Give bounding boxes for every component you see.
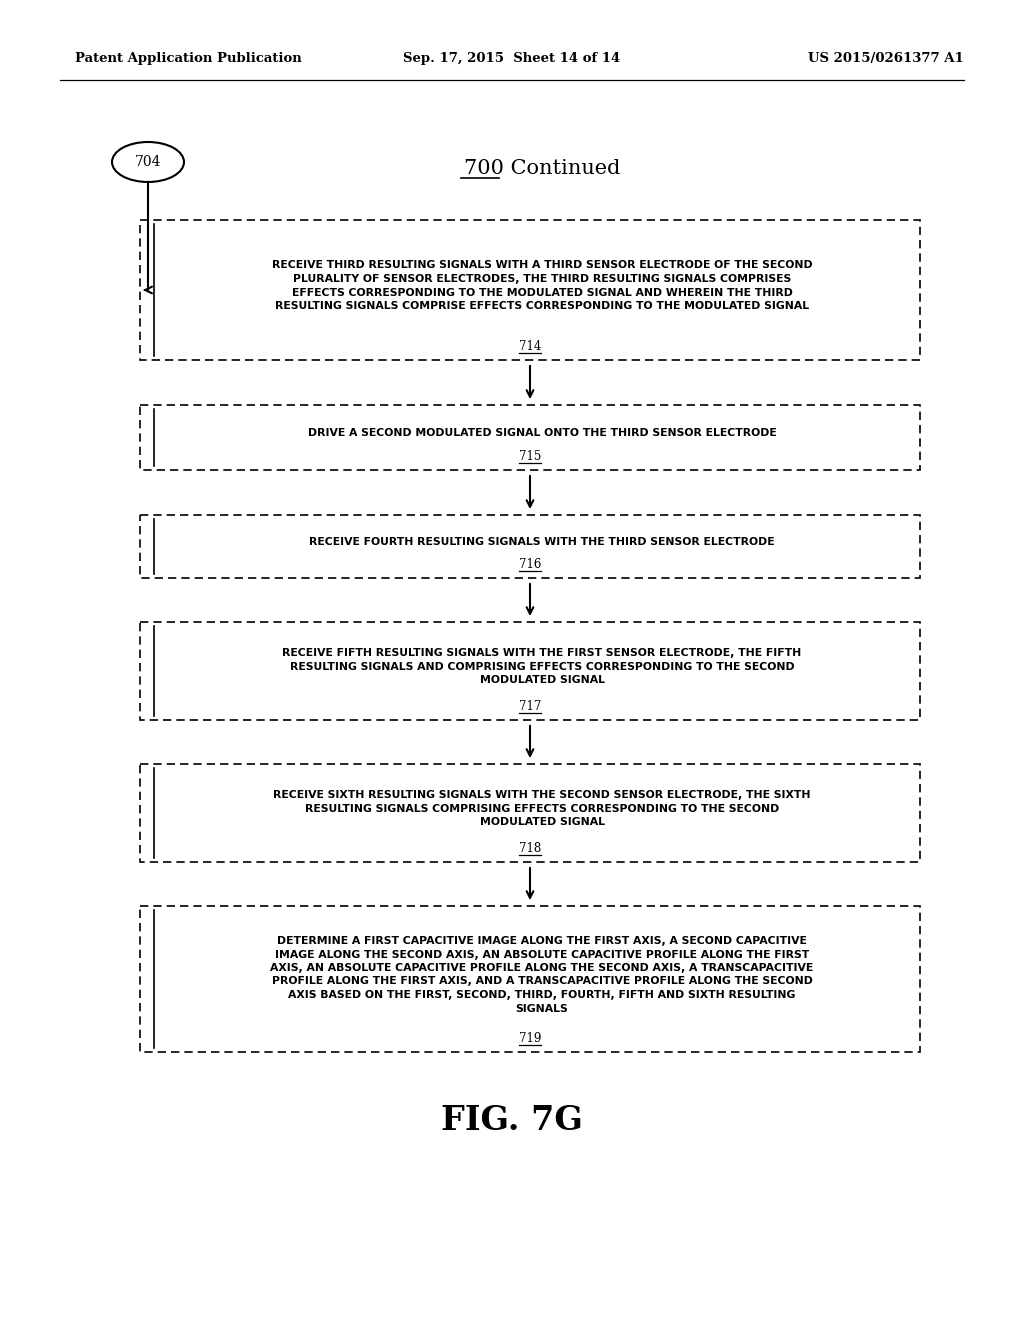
Text: RECEIVE FIFTH RESULTING SIGNALS WITH THE FIRST SENSOR ELECTRODE, THE FIFTH: RECEIVE FIFTH RESULTING SIGNALS WITH THE… bbox=[283, 648, 802, 659]
Text: SIGNALS: SIGNALS bbox=[516, 1003, 568, 1014]
Text: DRIVE A SECOND MODULATED SIGNAL ONTO THE THIRD SENSOR ELECTRODE: DRIVE A SECOND MODULATED SIGNAL ONTO THE… bbox=[307, 428, 776, 438]
Text: 704: 704 bbox=[135, 154, 161, 169]
Text: MODULATED SIGNAL: MODULATED SIGNAL bbox=[479, 817, 604, 828]
Text: Sep. 17, 2015  Sheet 14 of 14: Sep. 17, 2015 Sheet 14 of 14 bbox=[403, 51, 621, 65]
Text: 717: 717 bbox=[519, 701, 542, 714]
Text: RECEIVE SIXTH RESULTING SIGNALS WITH THE SECOND SENSOR ELECTRODE, THE SIXTH: RECEIVE SIXTH RESULTING SIGNALS WITH THE… bbox=[273, 791, 811, 800]
Bar bbox=[140, 764, 920, 862]
Text: AXIS, AN ABSOLUTE CAPACITIVE PROFILE ALONG THE SECOND AXIS, A TRANSCAPACITIVE: AXIS, AN ABSOLUTE CAPACITIVE PROFILE ALO… bbox=[270, 964, 814, 973]
Text: 714: 714 bbox=[519, 341, 542, 354]
Text: Patent Application Publication: Patent Application Publication bbox=[75, 51, 302, 65]
Text: PLURALITY OF SENSOR ELECTRODES, THE THIRD RESULTING SIGNALS COMPRISES: PLURALITY OF SENSOR ELECTRODES, THE THIR… bbox=[293, 275, 792, 284]
Bar bbox=[140, 405, 920, 470]
Text: DETERMINE A FIRST CAPACITIVE IMAGE ALONG THE FIRST AXIS, A SECOND CAPACITIVE: DETERMINE A FIRST CAPACITIVE IMAGE ALONG… bbox=[278, 936, 807, 946]
Text: RESULTING SIGNALS COMPRISING EFFECTS CORRESPONDING TO THE SECOND: RESULTING SIGNALS COMPRISING EFFECTS COR… bbox=[305, 804, 779, 813]
Bar bbox=[140, 622, 920, 719]
Text: RECEIVE THIRD RESULTING SIGNALS WITH A THIRD SENSOR ELECTRODE OF THE SECOND: RECEIVE THIRD RESULTING SIGNALS WITH A T… bbox=[271, 260, 812, 271]
Text: MODULATED SIGNAL: MODULATED SIGNAL bbox=[479, 676, 604, 685]
Text: AXIS BASED ON THE FIRST, SECOND, THIRD, FOURTH, FIFTH AND SIXTH RESULTING: AXIS BASED ON THE FIRST, SECOND, THIRD, … bbox=[289, 990, 796, 1001]
Text: 719: 719 bbox=[519, 1032, 542, 1045]
Bar bbox=[140, 220, 920, 360]
Text: EFFECTS CORRESPONDING TO THE MODULATED SIGNAL AND WHEREIN THE THIRD: EFFECTS CORRESPONDING TO THE MODULATED S… bbox=[292, 288, 793, 297]
Text: 718: 718 bbox=[519, 842, 541, 855]
Text: FIG. 7G: FIG. 7G bbox=[441, 1104, 583, 1137]
Text: IMAGE ALONG THE SECOND AXIS, AN ABSOLUTE CAPACITIVE PROFILE ALONG THE FIRST: IMAGE ALONG THE SECOND AXIS, AN ABSOLUTE… bbox=[274, 949, 809, 960]
Bar bbox=[140, 515, 920, 578]
Text: PROFILE ALONG THE FIRST AXIS, AND A TRANSCAPACITIVE PROFILE ALONG THE SECOND: PROFILE ALONG THE FIRST AXIS, AND A TRAN… bbox=[271, 977, 812, 986]
Text: US 2015/0261377 A1: US 2015/0261377 A1 bbox=[808, 51, 964, 65]
Text: 715: 715 bbox=[519, 450, 542, 463]
Text: RESULTING SIGNALS AND COMPRISING EFFECTS CORRESPONDING TO THE SECOND: RESULTING SIGNALS AND COMPRISING EFFECTS… bbox=[290, 661, 795, 672]
Text: 716: 716 bbox=[519, 558, 542, 572]
Text: 700 Continued: 700 Continued bbox=[464, 158, 621, 177]
Text: RESULTING SIGNALS COMPRISE EFFECTS CORRESPONDING TO THE MODULATED SIGNAL: RESULTING SIGNALS COMPRISE EFFECTS CORRE… bbox=[274, 301, 809, 312]
Text: RECEIVE FOURTH RESULTING SIGNALS WITH THE THIRD SENSOR ELECTRODE: RECEIVE FOURTH RESULTING SIGNALS WITH TH… bbox=[309, 537, 775, 548]
Bar bbox=[140, 906, 920, 1052]
